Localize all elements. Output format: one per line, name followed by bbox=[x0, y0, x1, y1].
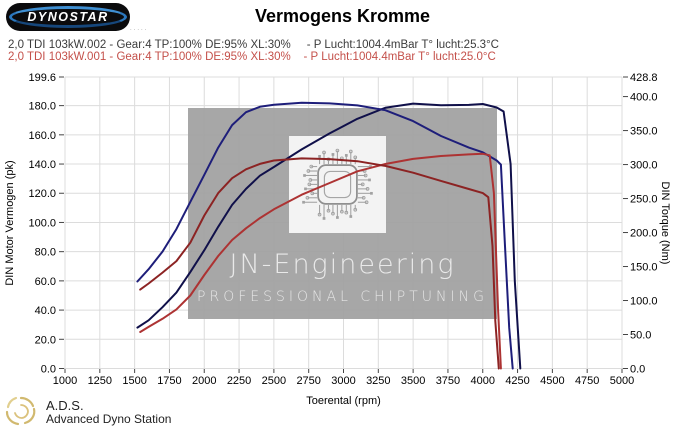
svg-text:250.0: 250.0 bbox=[630, 194, 658, 206]
curve-torque_run_002_nm bbox=[136, 101, 514, 370]
svg-text:3750: 3750 bbox=[436, 375, 460, 387]
curve-vermogen_run_002_pk bbox=[136, 102, 522, 370]
svg-text:60.0: 60.0 bbox=[35, 276, 56, 288]
svg-text:200.0: 200.0 bbox=[630, 228, 658, 240]
svg-text:428.8: 428.8 bbox=[630, 72, 658, 84]
svg-text:80.0: 80.0 bbox=[35, 247, 56, 259]
svg-text:2000: 2000 bbox=[192, 375, 216, 387]
svg-text:2250: 2250 bbox=[227, 375, 251, 387]
svg-text:4750: 4750 bbox=[575, 375, 599, 387]
svg-text:4000: 4000 bbox=[471, 375, 495, 387]
svg-text:50.0: 50.0 bbox=[630, 330, 651, 342]
page-title: Vermogens Kromme bbox=[254, 6, 431, 26]
svg-text:140.0: 140.0 bbox=[28, 159, 56, 171]
svg-text:100.0: 100.0 bbox=[630, 296, 658, 308]
svg-text:1000: 1000 bbox=[53, 375, 77, 387]
microchip-icon bbox=[289, 136, 386, 233]
svg-text:5000: 5000 bbox=[610, 375, 634, 387]
svg-text:40.0: 40.0 bbox=[35, 305, 56, 317]
watermark-title: JN-Engineering bbox=[229, 249, 456, 280]
watermark-subtitle: PROFESSIONAL CHIPTUNING bbox=[197, 289, 488, 305]
svg-text:120.0: 120.0 bbox=[28, 188, 56, 200]
logo-text: DYNOSTAR bbox=[27, 10, 109, 24]
svg-text:4250: 4250 bbox=[505, 375, 529, 387]
svg-text:0.0: 0.0 bbox=[630, 364, 645, 376]
svg-text:3500: 3500 bbox=[401, 375, 425, 387]
svg-text:1250: 1250 bbox=[88, 375, 112, 387]
legend-run-001: 2,0 TDI 103kW.001 - Gear:4 TP:100% DE:95… bbox=[8, 51, 496, 63]
svg-text:2500: 2500 bbox=[262, 375, 286, 387]
legend-run-002: 2,0 TDI 103kW.002 - Gear:4 TP:100% DE:95… bbox=[8, 39, 499, 51]
svg-text:180.0: 180.0 bbox=[28, 101, 56, 113]
svg-text:400.0: 400.0 bbox=[630, 92, 658, 104]
svg-text:150.0: 150.0 bbox=[630, 262, 658, 274]
ads-name: Advanced Dyno Station bbox=[46, 412, 172, 426]
svg-text:1500: 1500 bbox=[122, 375, 146, 387]
svg-text:0.0: 0.0 bbox=[41, 364, 56, 376]
ads-abbr: A.D.S. bbox=[46, 398, 84, 413]
svg-text:Toerental (rpm): Toerental (rpm) bbox=[306, 395, 381, 407]
logo-fineprint: ..... bbox=[130, 26, 149, 32]
svg-text:3000: 3000 bbox=[331, 375, 355, 387]
curve-vermogen_run_001_pk bbox=[139, 152, 502, 370]
svg-text:199.6: 199.6 bbox=[28, 72, 56, 84]
curve-torque_run_001_nm bbox=[139, 157, 500, 370]
svg-text:100.0: 100.0 bbox=[28, 217, 56, 229]
svg-text:350.0: 350.0 bbox=[630, 126, 658, 138]
svg-text:4500: 4500 bbox=[540, 375, 564, 387]
ads-swirl-icon bbox=[5, 396, 36, 426]
svg-text:300.0: 300.0 bbox=[630, 160, 658, 172]
svg-text:3250: 3250 bbox=[366, 375, 390, 387]
svg-text:1750: 1750 bbox=[157, 375, 181, 387]
svg-text:20.0: 20.0 bbox=[35, 334, 56, 346]
svg-text:2750: 2750 bbox=[296, 375, 320, 387]
watermark: JN-Engineering PROFESSIONAL CHIPTUNING bbox=[188, 108, 497, 319]
logo-ring-icon bbox=[9, 6, 127, 28]
svg-text:DIN Motor Vermogen (pk): DIN Motor Vermogen (pk) bbox=[4, 160, 16, 285]
svg-text:160.0: 160.0 bbox=[28, 130, 56, 142]
svg-text:DIN Torque (Nm): DIN Torque (Nm) bbox=[659, 182, 671, 265]
dynostar-logo: DYNOSTAR bbox=[6, 3, 130, 31]
